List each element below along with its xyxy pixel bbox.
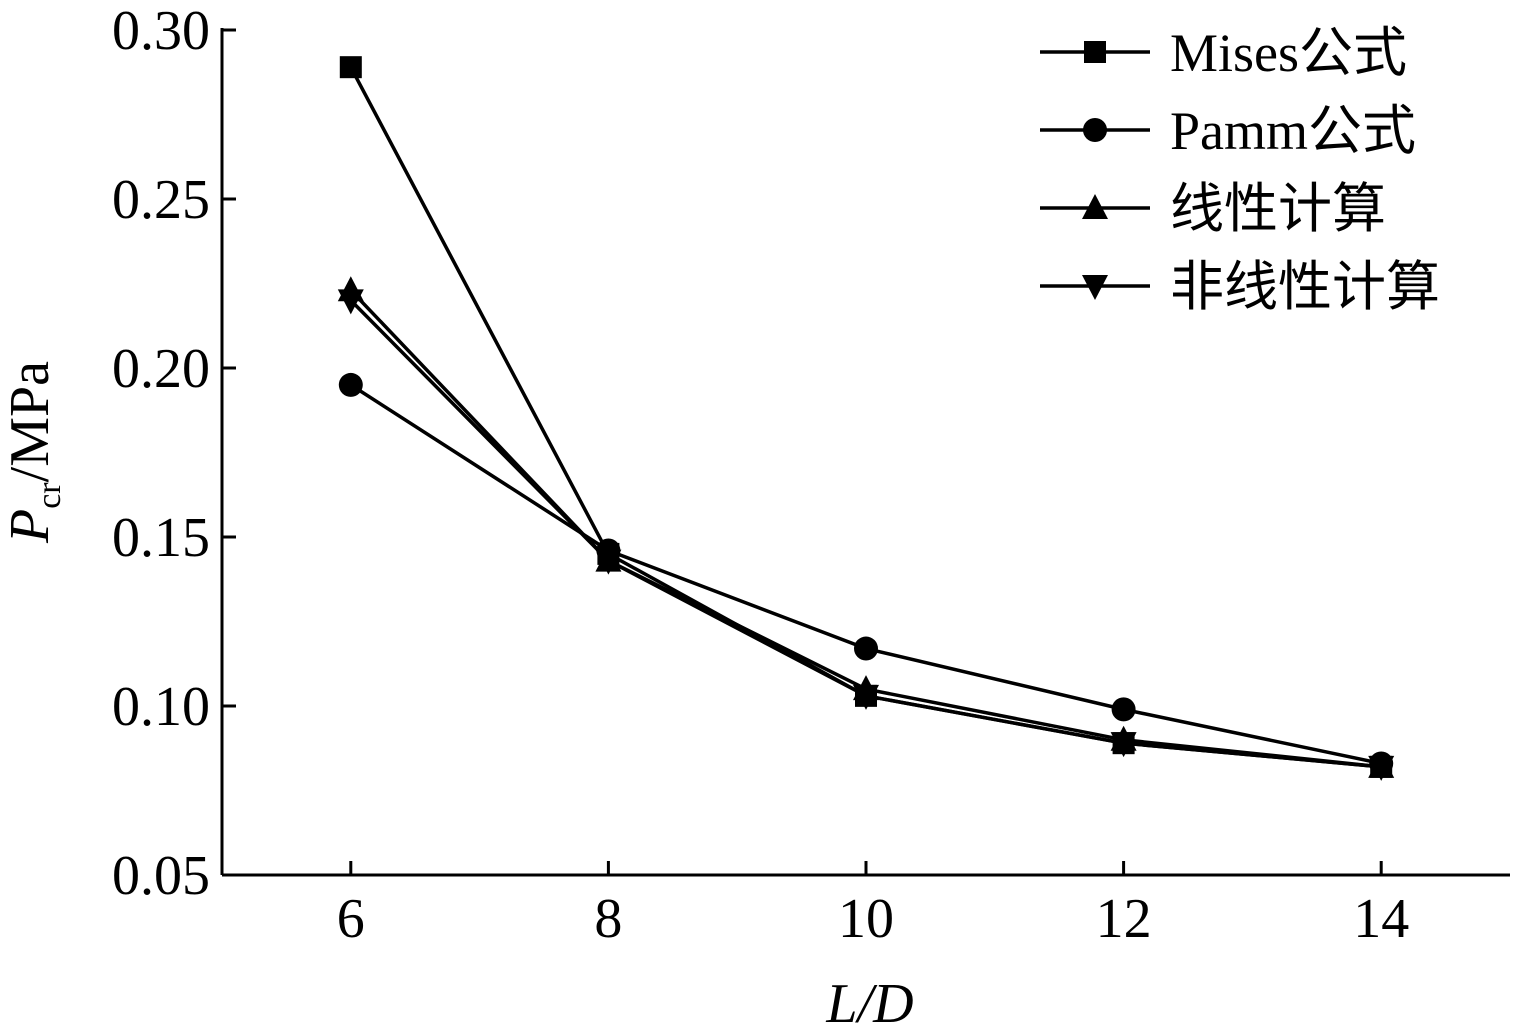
- x-tick-label: 12: [1096, 888, 1152, 950]
- series-4-point: [337, 289, 364, 315]
- y-tick-label: 0.20: [112, 338, 210, 400]
- y-tick-label: 0.10: [112, 676, 210, 738]
- x-axis-title: L/D: [825, 973, 913, 1029]
- series-2-point: [338, 372, 363, 397]
- series-4: [337, 289, 1395, 781]
- series-1: [339, 56, 1393, 778]
- legend-label: Mises公式: [1170, 23, 1407, 83]
- legend-label: 非线性计算: [1170, 257, 1440, 317]
- x-tick-label: 14: [1353, 888, 1409, 950]
- svg-text:Pcr/MPa: Pcr/MPa: [0, 361, 68, 544]
- series-2-point: [1111, 697, 1136, 722]
- series-4-point: [853, 684, 879, 710]
- y-axis-title-unit: /MPa: [0, 361, 61, 482]
- axes: 0.05 0.10 0.15 0.20 0.25 0.30 6 8 10 12 14: [112, 0, 1510, 950]
- series-1-point: [339, 56, 362, 79]
- series-1-line: [349, 66, 1382, 769]
- x-tick-label: 10: [838, 888, 894, 950]
- legend-item: Mises公式: [1040, 23, 1407, 83]
- legend-marker: [1084, 41, 1106, 63]
- legend-label: Pamm公式: [1170, 101, 1416, 161]
- series-2: [338, 372, 1394, 776]
- y-tick-label: 0.05: [112, 845, 210, 907]
- series-4-point: [1110, 732, 1137, 758]
- series-2-point: [854, 636, 878, 661]
- y-axis-title-main: P: [0, 509, 61, 544]
- legend-marker: [1082, 275, 1108, 300]
- y-tick-label: 0.30: [112, 0, 210, 62]
- legend-item: Pamm公式: [1040, 101, 1416, 161]
- legend-item: 非线性计算: [1040, 257, 1440, 317]
- legend-marker: [1083, 118, 1107, 142]
- y-tick-label: 0.15: [112, 507, 210, 569]
- legend-label: 线性计算: [1170, 179, 1386, 239]
- series-4-point: [1368, 755, 1395, 781]
- series-layer: [337, 56, 1395, 781]
- x-tick-label: 8: [594, 888, 622, 950]
- y-axis-title: Pcr/MPa: [0, 361, 68, 544]
- legend-marker: [1082, 194, 1108, 219]
- legend-item: 线性计算: [1040, 179, 1386, 239]
- y-tick-label: 0.25: [112, 169, 210, 231]
- series-4-point: [595, 549, 622, 575]
- y-axis-title-sub: cr: [31, 482, 68, 509]
- x-tick-label: 6: [337, 888, 365, 950]
